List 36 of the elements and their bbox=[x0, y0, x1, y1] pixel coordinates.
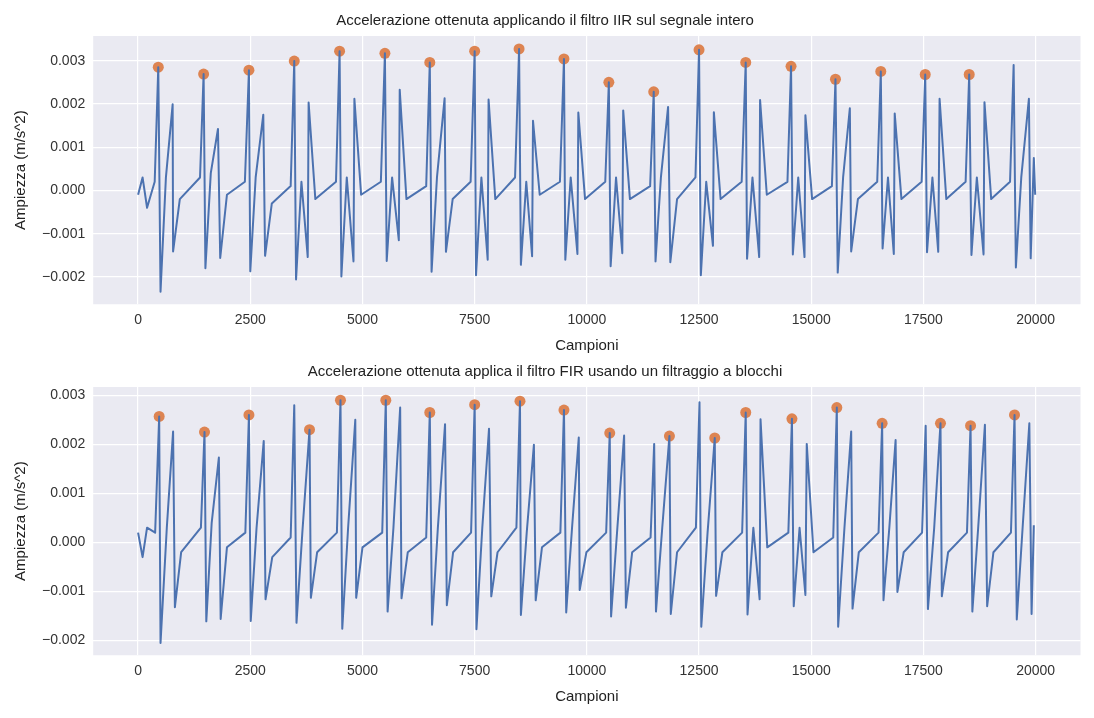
y-tick-label: 0.003 bbox=[50, 386, 86, 403]
x-tick-label: 2500 bbox=[234, 311, 267, 328]
x-tick-label: 20000 bbox=[1016, 662, 1056, 679]
x-tick-label: 0 bbox=[134, 662, 143, 679]
x-tick-label: 7500 bbox=[459, 311, 491, 328]
x-tick-label: 17500 bbox=[903, 662, 944, 679]
x-tick-label: 20000 bbox=[1016, 311, 1056, 328]
y-tick-label: −0.002 bbox=[41, 267, 86, 284]
y-tick-label: 0.002 bbox=[50, 94, 86, 111]
x-tick-label: 15000 bbox=[791, 662, 831, 679]
y-tick-label: 0.001 bbox=[50, 484, 86, 501]
x-tick-label: 15000 bbox=[791, 311, 831, 328]
x-tick-label: 2500 bbox=[234, 662, 267, 679]
x-tick-label: 0 bbox=[134, 311, 143, 328]
x-axis-title: Campioni bbox=[555, 336, 619, 354]
y-tick-label: 0.000 bbox=[50, 533, 86, 550]
chart-title: Accelerazione ottenuta applicando il filtro IIR sul segnale intero bbox=[336, 11, 754, 29]
x-tick-label: 5000 bbox=[346, 311, 379, 328]
x-tick-label: 12500 bbox=[679, 662, 719, 679]
x-tick-label: 7500 bbox=[459, 662, 491, 679]
y-tick-label: 0.001 bbox=[50, 138, 86, 155]
x-axis-title: Campioni bbox=[555, 687, 619, 705]
x-tick-label: 17500 bbox=[903, 311, 944, 328]
y-tick-label: 0.002 bbox=[50, 435, 86, 452]
y-tick-label: 0.003 bbox=[50, 51, 86, 68]
y-axis-title: Ampiezza (m/s^2) bbox=[11, 110, 29, 230]
x-tick-label: 5000 bbox=[346, 662, 379, 679]
x-tick-label: 10000 bbox=[567, 662, 607, 679]
y-tick-label: −0.002 bbox=[41, 631, 86, 648]
y-tick-label: 0.000 bbox=[50, 181, 86, 198]
x-tick-label: 10000 bbox=[567, 311, 607, 328]
chart-title: Accelerazione ottenuta applica il filtro FIR usando un filtraggio a blocchi bbox=[307, 362, 783, 380]
x-tick-label: 12500 bbox=[679, 311, 719, 328]
y-axis-title: Ampiezza (m/s^2) bbox=[11, 461, 29, 581]
y-tick-label: −0.001 bbox=[41, 224, 86, 241]
y-tick-label: −0.001 bbox=[41, 582, 86, 599]
